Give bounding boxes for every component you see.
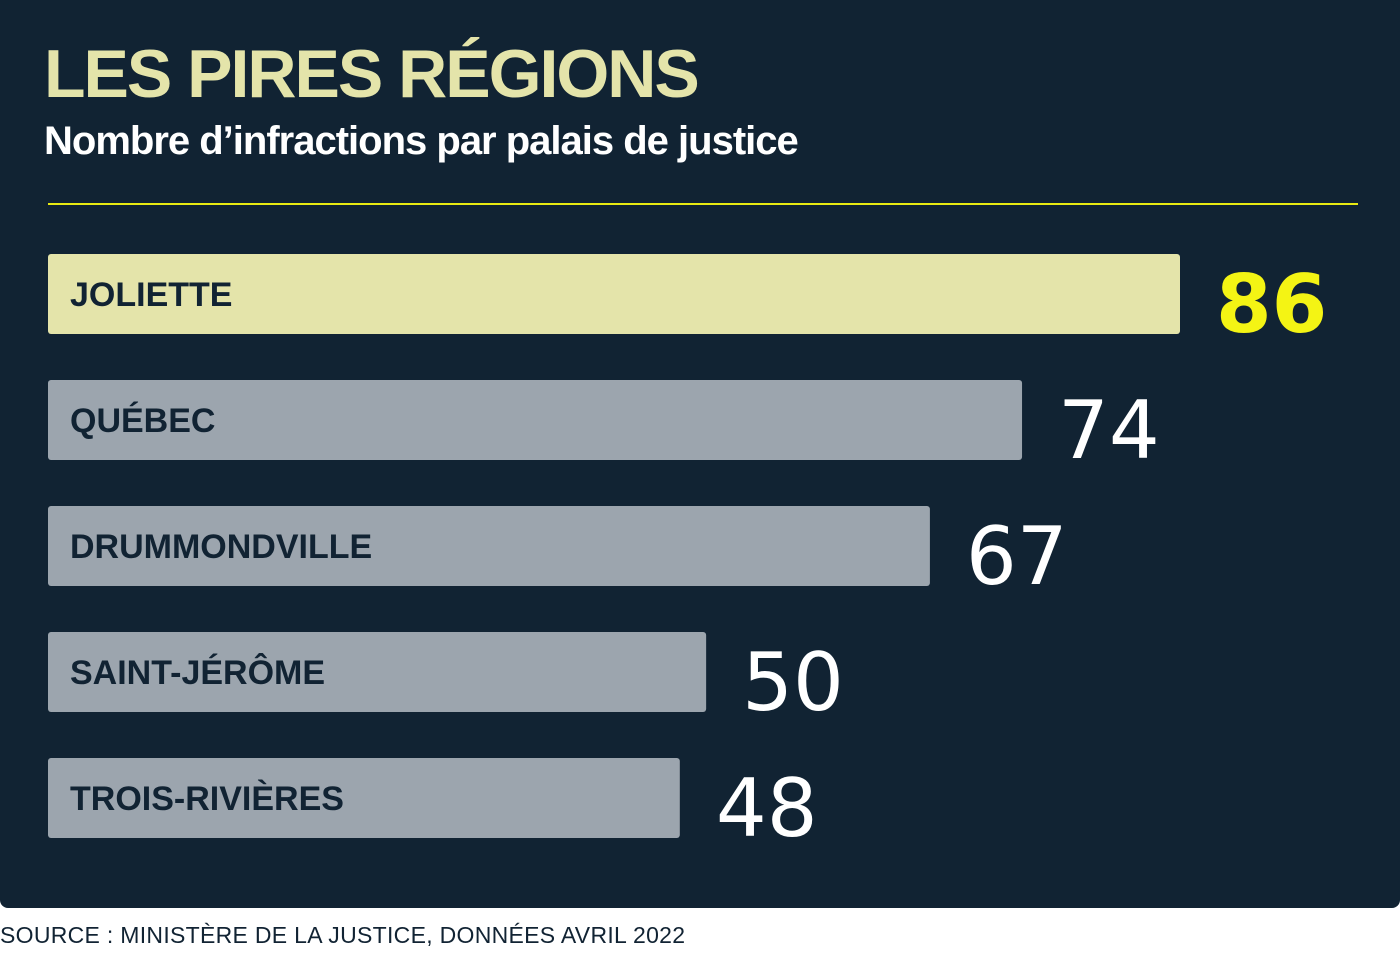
bar-label-saint-jerome: SAINT-JÉRÔME xyxy=(70,653,325,692)
bar-saint-jerome xyxy=(48,632,707,712)
bar-label-quebec: QUÉBEC xyxy=(70,402,215,440)
value-label-joliette: 86 xyxy=(1216,258,1327,351)
bar-chart: JOLIETTE 86 QUÉBEC 74 DRUMMONDVILLE 67 SAINT-J… xyxy=(48,254,1327,855)
chart-card: LES PIRES RÉGIONS Nombre d’infractions p… xyxy=(0,0,1400,908)
bar-label-drummondville: DRUMMONDVILLE xyxy=(70,528,372,566)
value-label-trois-rivieres: 48 xyxy=(716,762,818,855)
bar-drummondville xyxy=(48,506,930,586)
value-label-saint-jerome: 50 xyxy=(742,636,844,729)
value-label-quebec: 74 xyxy=(1058,384,1160,477)
bar-joliette xyxy=(48,254,1180,334)
title-divider xyxy=(48,203,1358,205)
bar-trois-rivieres xyxy=(48,758,680,838)
chart-subtitle: Nombre d’infractions par palais de justi… xyxy=(44,119,799,163)
source-note: SOURCE : MINISTÈRE DE LA JUSTICE, DONNÉE… xyxy=(0,922,686,948)
value-label-drummondville: 67 xyxy=(966,510,1068,603)
bar-label-joliette: JOLIETTE xyxy=(70,276,232,314)
bar-quebec xyxy=(48,380,1023,460)
chart-title: LES PIRES RÉGIONS xyxy=(44,36,700,112)
bar-label-trois-rivieres: TROIS-RIVIÈRES xyxy=(70,780,344,818)
